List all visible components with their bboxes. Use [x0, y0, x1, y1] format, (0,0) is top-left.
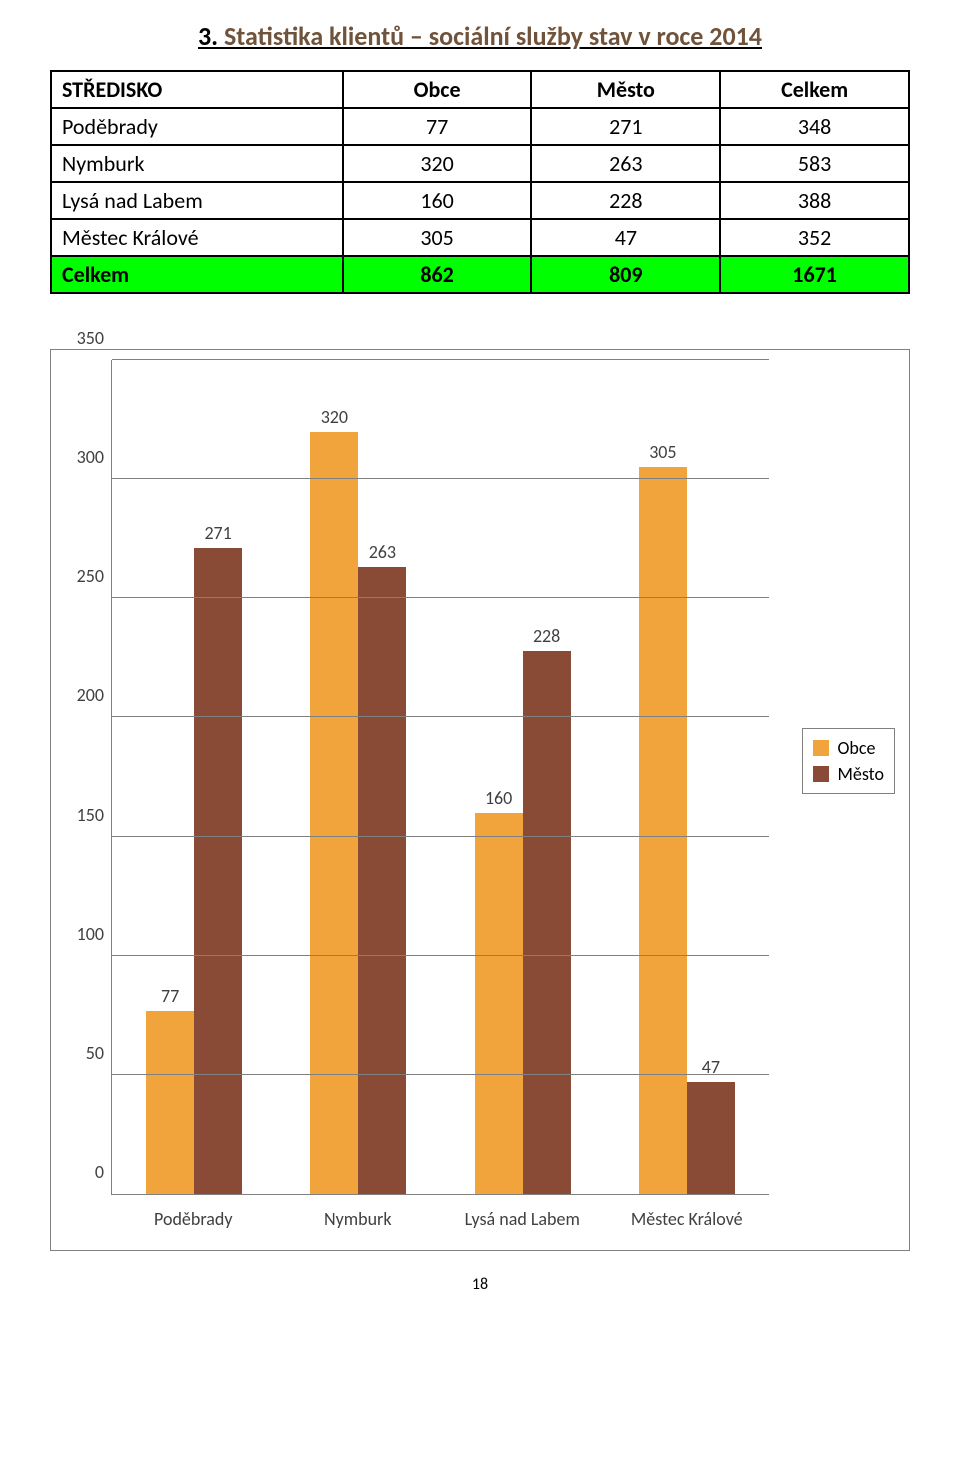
y-tick-label: 0	[95, 1161, 112, 1183]
cell-name: Nymburk	[51, 145, 343, 182]
grid-line	[112, 478, 769, 479]
cell-mesto: 47	[531, 219, 720, 256]
bar: 47	[687, 1082, 735, 1194]
title-main: Statistika klientů – sociální služby sta…	[224, 20, 762, 52]
cell-mesto: 809	[531, 256, 720, 293]
bar-value-label: 77	[161, 985, 179, 1011]
cell-obce: 320	[343, 145, 532, 182]
cell-obce: 77	[343, 108, 532, 145]
y-tick-label: 350	[77, 327, 112, 349]
bar-group: 30547	[615, 360, 760, 1194]
bar-value-label: 160	[485, 787, 512, 813]
legend-swatch-icon	[813, 766, 829, 782]
page-number: 18	[50, 1275, 910, 1294]
cell-mesto: 228	[531, 182, 720, 219]
bar-value-label: 228	[533, 625, 560, 651]
bar-group: 77271	[122, 360, 267, 1194]
page-title: 3. Statistika klientů – sociální služby …	[50, 20, 910, 52]
bar: 305	[639, 467, 687, 1194]
bar-group: 160228	[450, 360, 595, 1194]
y-tick-label: 150	[77, 804, 112, 826]
cell-name: Městec Králové	[51, 219, 343, 256]
grid-line	[112, 1074, 769, 1075]
table-row: Poděbrady 77 271 348	[51, 108, 909, 145]
cell-name: Poděbrady	[51, 108, 343, 145]
bar: 160	[475, 813, 523, 1194]
bar: 271	[194, 548, 242, 1194]
cell-obce: 862	[343, 256, 532, 293]
bar-group: 320263	[286, 360, 431, 1194]
cell-obce: 305	[343, 219, 532, 256]
bar-value-label: 271	[204, 522, 231, 548]
y-tick-label: 100	[77, 923, 112, 945]
grid-line	[112, 597, 769, 598]
cell-celkem: 1671	[720, 256, 909, 293]
bar: 263	[358, 567, 406, 1194]
page: 3. Statistika klientů – sociální služby …	[0, 0, 960, 1324]
y-tick-label: 50	[86, 1042, 112, 1064]
legend: Obce Město	[802, 728, 895, 794]
y-tick-label: 200	[77, 684, 112, 706]
grid-line	[112, 716, 769, 717]
cell-name: Celkem	[51, 256, 343, 293]
table-row: Lysá nad Labem 160 228 388	[51, 182, 909, 219]
bar-value-label: 47	[702, 1056, 720, 1082]
grid-line	[112, 359, 769, 360]
col-obce: Obce	[343, 71, 532, 108]
bar-value-label: 263	[369, 541, 396, 567]
legend-label: Obce	[837, 737, 875, 759]
cell-mesto: 271	[531, 108, 720, 145]
cell-celkem: 348	[720, 108, 909, 145]
bar: 228	[523, 651, 571, 1194]
plot-area: 7727132026316022830547 05010015020025030…	[111, 360, 769, 1195]
bar-value-label: 320	[321, 406, 348, 432]
bar-value-label: 305	[649, 441, 676, 467]
grid-line	[112, 836, 769, 837]
grid-line	[112, 955, 769, 956]
x-tick-label: Městec Králové	[614, 1208, 759, 1230]
table-total-row: Celkem 862 809 1671	[51, 256, 909, 293]
bar: 77	[146, 1011, 194, 1194]
x-axis-labels: Poděbrady Nymburk Lysá nad Labem Městec Krá…	[111, 1208, 769, 1230]
col-celkem: Celkem	[720, 71, 909, 108]
legend-item-mesto: Město	[813, 761, 884, 787]
cell-mesto: 263	[531, 145, 720, 182]
bar-chart: 7727132026316022830547 05010015020025030…	[50, 349, 910, 1251]
bar: 320	[310, 432, 358, 1195]
legend-label: Město	[837, 763, 884, 785]
cell-celkem: 583	[720, 145, 909, 182]
data-table: STŘEDISKO Obce Město Celkem Poděbrady 77…	[50, 70, 910, 294]
col-mesto: Město	[531, 71, 720, 108]
y-tick-label: 300	[77, 446, 112, 468]
title-prefix: 3.	[198, 20, 224, 52]
x-tick-label: Nymburk	[285, 1208, 430, 1230]
cell-obce: 160	[343, 182, 532, 219]
x-tick-label: Poděbrady	[121, 1208, 266, 1230]
bars-container: 7727132026316022830547	[112, 360, 769, 1194]
y-tick-label: 250	[77, 565, 112, 587]
legend-item-obce: Obce	[813, 735, 884, 761]
cell-celkem: 388	[720, 182, 909, 219]
x-tick-label: Lysá nad Labem	[450, 1208, 595, 1230]
col-stredisko: STŘEDISKO	[51, 71, 343, 108]
table-header-row: STŘEDISKO Obce Město Celkem	[51, 71, 909, 108]
legend-swatch-icon	[813, 740, 829, 756]
cell-name: Lysá nad Labem	[51, 182, 343, 219]
cell-celkem: 352	[720, 219, 909, 256]
table-row: Nymburk 320 263 583	[51, 145, 909, 182]
table-row: Městec Králové 305 47 352	[51, 219, 909, 256]
